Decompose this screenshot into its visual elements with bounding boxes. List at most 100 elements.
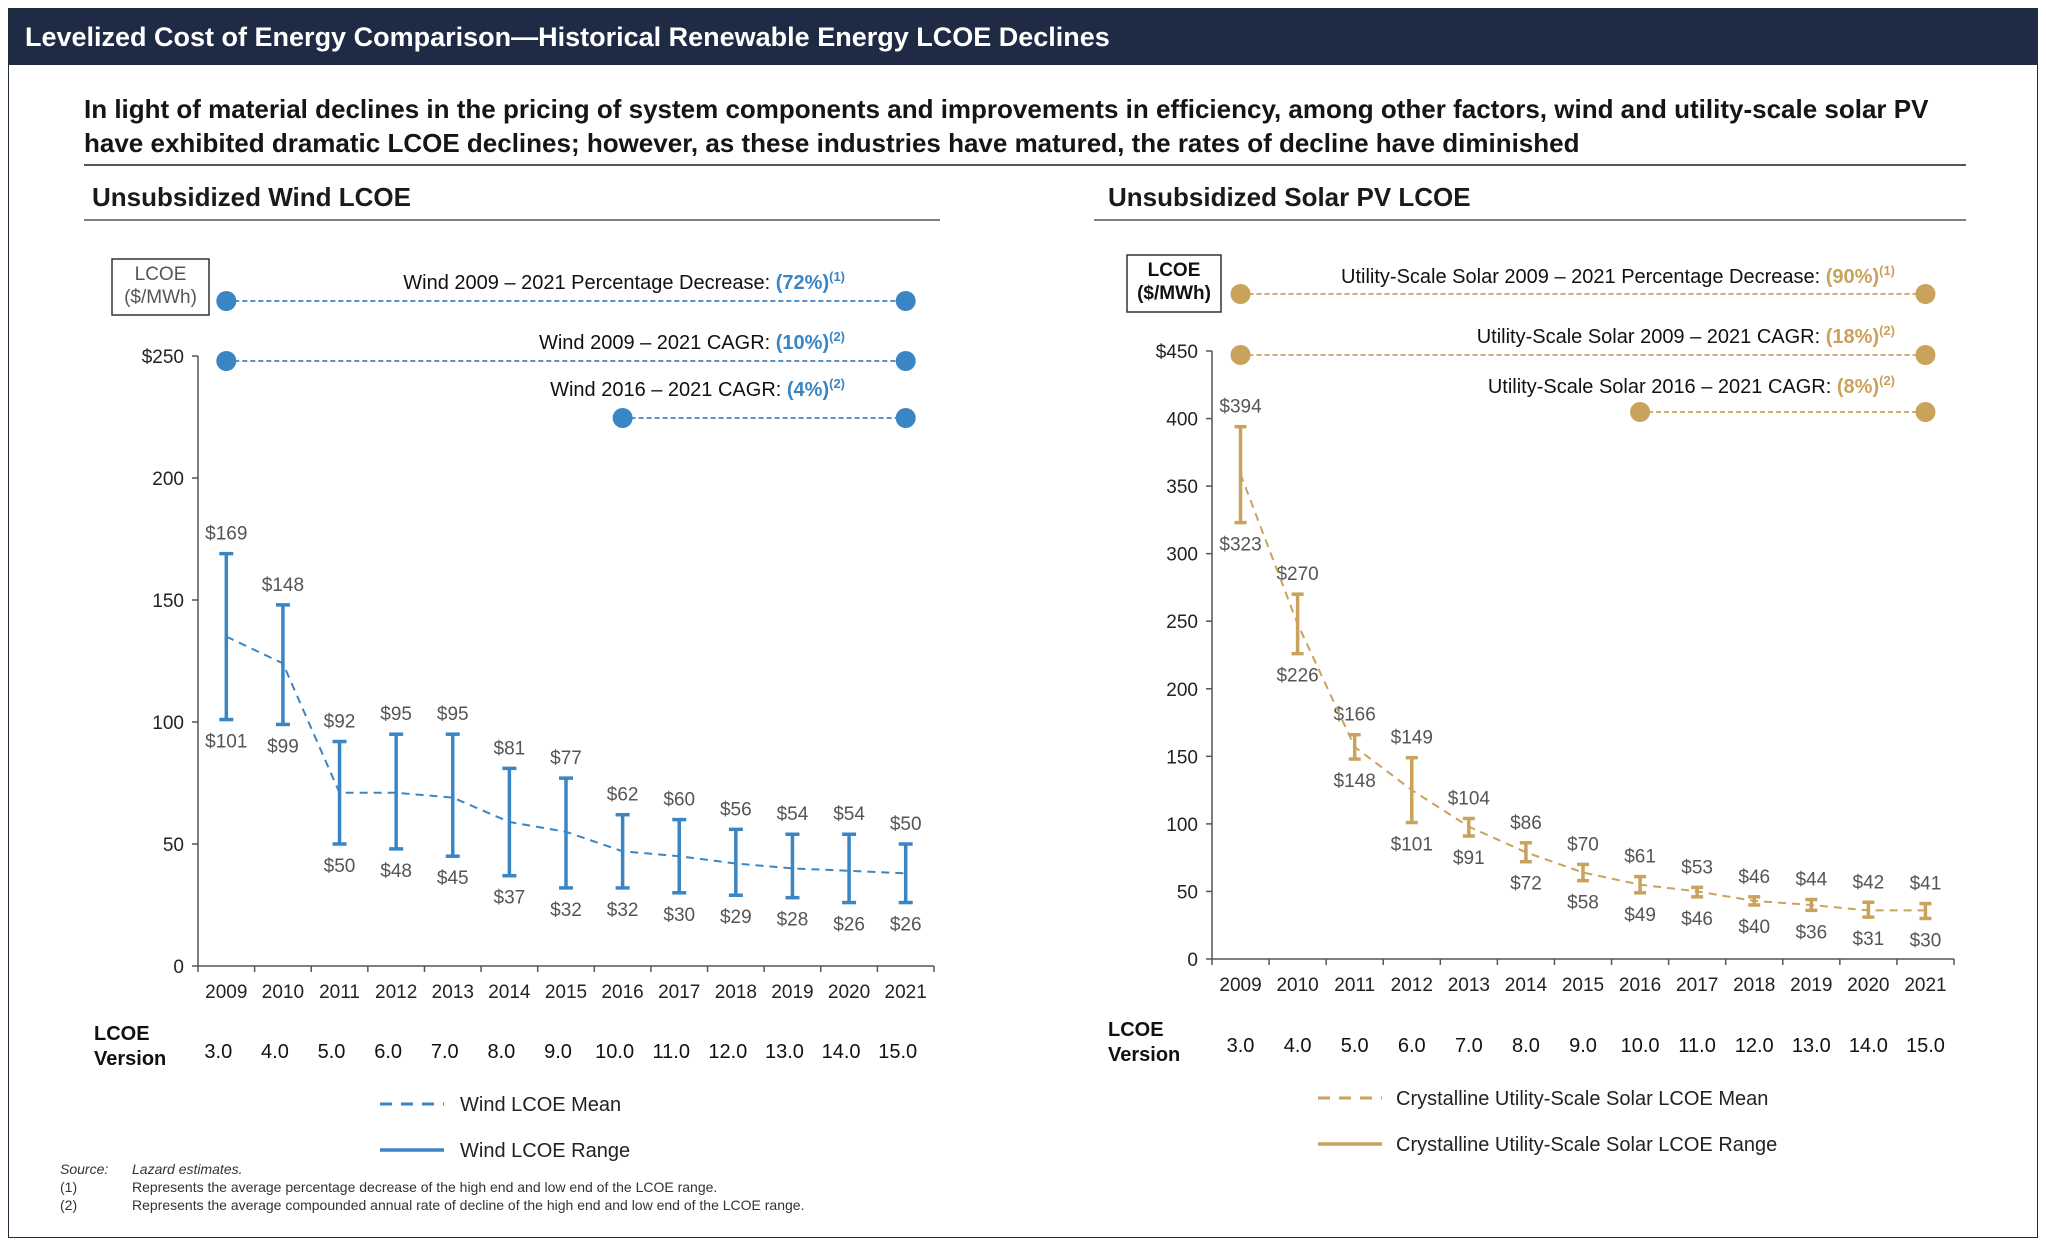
x-tick-label: 2016 [601,982,643,1003]
legend-label-mean: Wind LCOE Mean [460,1094,621,1116]
version-value: 7.0 [431,1041,459,1063]
low-data-label: $32 [607,900,639,921]
low-data-label: $101 [205,732,247,753]
x-tick-label: 2015 [1562,975,1604,996]
high-data-label: $61 [1624,847,1656,868]
high-data-label: $62 [607,785,639,806]
x-tick-label: 2014 [488,982,531,1003]
y-tick-label: 400 [1166,410,1198,431]
subtitle-divider [84,164,1966,166]
y-tick-label: 300 [1166,545,1198,566]
high-data-label: $166 [1334,705,1376,726]
annotation-value: (8%) [1837,376,1879,398]
version-value: 4.0 [261,1041,289,1063]
y-tick-label: 0 [173,957,184,978]
x-tick-label: 2018 [1733,975,1775,996]
y-tick-label: 200 [1166,680,1198,701]
low-data-label: $46 [1681,909,1713,930]
x-tick-label: 2014 [1505,975,1548,996]
y-axis-label: ($/MWh) [1137,283,1211,304]
annotation-text: Wind 2009 – 2021 CAGR: [539,332,776,354]
x-tick-label: 2016 [1619,975,1661,996]
version-value: 3.0 [204,1041,232,1063]
annotation-dot-start [216,351,237,371]
legend-label-range: Crystalline Utility-Scale Solar LCOE Ran… [1396,1134,1777,1156]
y-tick-label: 100 [1166,815,1198,836]
y-tick-label: 100 [152,713,184,734]
annotation-value: (4%) [787,379,829,401]
y-tick-label: 50 [1177,882,1198,903]
x-tick-label: 2019 [1790,975,1832,996]
version-value: 11.0 [1678,1035,1715,1057]
annotation-note: (2) [829,376,845,391]
annotation-label: Utility-Scale Solar 2009 – 2021 CAGR: (1… [1477,323,1895,348]
version-value: 12.0 [708,1041,747,1063]
annotation-note: (2) [829,329,845,344]
version-value: 10.0 [595,1041,634,1063]
version-value: 15.0 [1906,1035,1945,1057]
x-tick-label: 2018 [715,982,757,1003]
y-axis-label: ($/MWh) [124,287,197,308]
high-data-label: $95 [380,704,412,725]
annotation-label: Utility-Scale Solar 2016 – 2021 CAGR: (8… [1488,373,1895,398]
y-axis-label-box [111,258,210,316]
footnote-source: Source: Lazard estimates. [60,1161,243,1177]
high-data-label: $41 [1910,874,1942,895]
low-data-label: $91 [1453,848,1485,869]
y-tick-label: 200 [152,469,184,490]
version-value: 5.0 [318,1041,346,1063]
high-data-label: $60 [663,790,695,811]
high-data-label: $42 [1853,872,1885,893]
annotation-dot-start [612,408,633,428]
x-tick-label: 2010 [1276,975,1318,996]
annotation-dot-start [1230,284,1251,304]
low-data-label: $30 [1910,930,1942,951]
page-title: Levelized Cost of Energy Comparison—Hist… [9,9,2037,65]
version-value: 5.0 [1341,1035,1369,1057]
x-tick-label: 2020 [828,982,870,1003]
high-data-label: $46 [1738,867,1770,888]
high-data-label: $77 [550,748,582,769]
low-data-label: $29 [720,907,752,928]
annotation-note: (1) [1879,263,1895,278]
x-tick-label: 2012 [375,982,417,1003]
high-data-label: $70 [1567,834,1599,855]
low-data-label: $30 [663,905,695,926]
legend-label-mean: Crystalline Utility-Scale Solar LCOE Mea… [1396,1088,1768,1110]
annotation-text: Wind 2016 – 2021 CAGR: [550,379,787,401]
low-data-label: $58 [1567,893,1599,914]
x-tick-label: 2017 [658,982,700,1003]
y-tick-label: 50 [163,835,184,856]
low-data-label: $28 [777,910,809,931]
high-data-label: $92 [324,712,356,733]
high-data-label: $50 [890,814,922,835]
low-data-label: $323 [1219,535,1261,556]
x-tick-label: 2013 [1448,975,1490,996]
y-tick-label: 0 [1187,950,1198,971]
high-data-label: $86 [1510,813,1542,834]
version-value: 15.0 [878,1041,917,1063]
annotation-dot-end [895,408,916,428]
legend-label-range: Wind LCOE Range [460,1140,630,1162]
annotation-dot-end [895,291,916,311]
low-data-label: $40 [1738,917,1770,938]
version-row-label: LCOE [94,1023,150,1045]
annotation-text: Utility-Scale Solar 2009 – 2021 CAGR: [1477,326,1826,348]
x-tick-label: 2015 [545,982,587,1003]
low-data-label: $148 [1334,771,1376,792]
mean-line [1239,473,1926,912]
x-tick-label: 2009 [1219,975,1261,996]
version-value: 7.0 [1455,1035,1483,1057]
version-value: 13.0 [1792,1035,1831,1057]
version-value: 13.0 [765,1041,804,1063]
x-tick-label: 2021 [1904,975,1946,996]
footnotes: Source: Lazard estimates. (1) Represents… [60,1160,804,1214]
high-data-label: $148 [262,575,304,596]
low-data-label: $99 [267,736,299,757]
low-data-label: $50 [324,856,356,877]
wind-chart: Unsubsidized Wind LCOE LCOE ($/MWh) 0 50 100 1… [84,182,940,1162]
chart-title: Unsubsidized Wind LCOE [92,182,411,212]
x-tick-label: 2021 [885,982,927,1003]
annotation-note: (2) [1879,373,1895,388]
